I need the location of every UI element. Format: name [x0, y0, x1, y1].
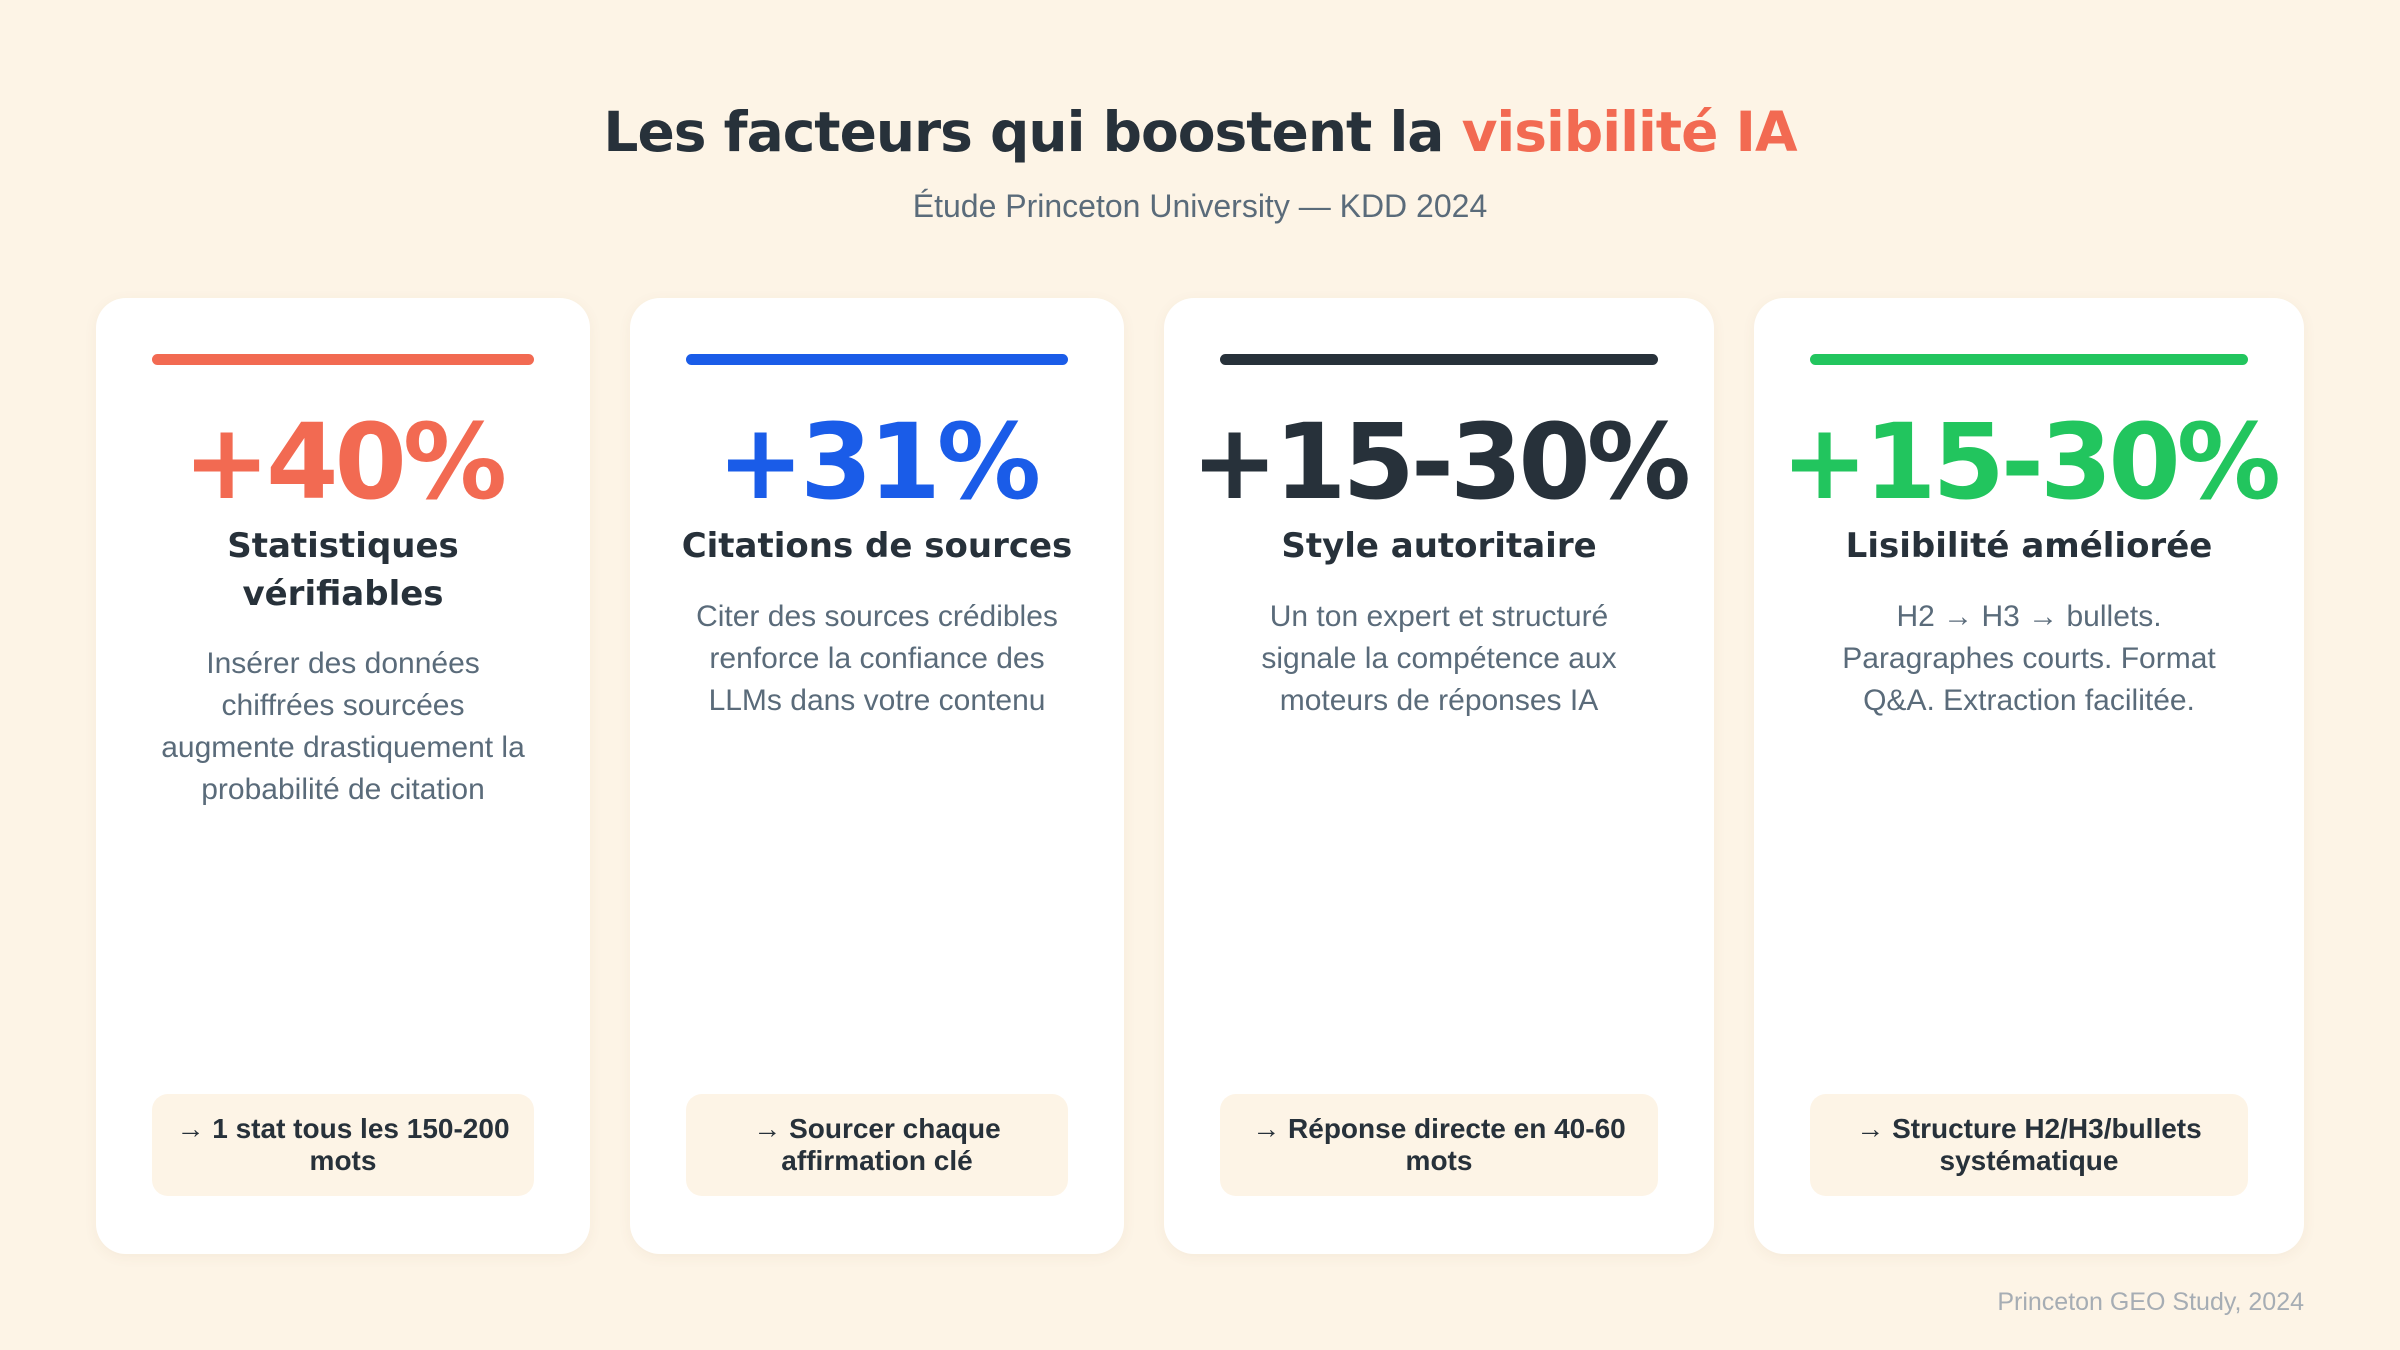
card-value: +31% — [716, 401, 1041, 523]
card-title: Lisibilité améliorée — [1845, 526, 2213, 566]
factor-card-statistics: +40% Statistiques vérifiables Insérer de… — [96, 298, 590, 1254]
card-title: Style autoritaire — [1281, 526, 1597, 566]
card-value: +15-30% — [1781, 401, 2281, 523]
card-description: Citer des sources crédibles renforce la … — [696, 600, 1058, 717]
page-title: Les facteurs qui boostent la visibilité … — [0, 96, 2400, 168]
source-note: Princeton GEO Study, 2024 — [1997, 1288, 2304, 1316]
page-title-accent: visibilité IA — [1461, 100, 1798, 164]
factor-card-readability: +15-30% Lisibilité améliorée H2 → H3 → b… — [1754, 298, 2304, 1254]
card-accent-bar — [152, 354, 534, 365]
factor-cards: +40% Statistiques vérifiables Insérer de… — [0, 298, 2400, 1254]
card-title: Citations de sources — [681, 526, 1073, 566]
card-accent-bar — [1810, 354, 2248, 365]
card-accent-bar — [1220, 354, 1658, 365]
card-footer-tip: → Sourcer chaque affirmation clé — [686, 1094, 1068, 1196]
card-description: Insérer des données chiffrées sourcées a… — [161, 647, 525, 806]
card-value: +15-30% — [1191, 401, 1691, 523]
card-footer-tip: → Réponse directe en 40-60 mots — [1220, 1094, 1658, 1196]
card-footer-tip: → 1 stat tous les 150-200 mots — [152, 1094, 534, 1196]
page-subtitle: Étude Princeton University — KDD 2024 — [912, 188, 1488, 224]
card-title: Statistiques vérifiables — [227, 526, 459, 614]
factor-card-citations: +31% Citations de sources Citer des sour… — [630, 298, 1124, 1254]
page-header: Les facteurs qui boostent la visibilité … — [0, 96, 2400, 226]
card-description: H2 → H3 → bullets. Paragraphes courts. F… — [1842, 600, 2216, 717]
factor-card-authoritative-style: +15-30% Style autoritaire Un ton expert … — [1164, 298, 1714, 1254]
page-title-main: Les facteurs qui boostent la — [603, 100, 1462, 164]
card-value: +40% — [182, 401, 507, 523]
card-description: Un ton expert et structuré signale la co… — [1261, 600, 1617, 717]
card-footer-tip: → Structure H2/H3/bullets systématique — [1810, 1094, 2248, 1196]
card-accent-bar — [686, 354, 1068, 365]
